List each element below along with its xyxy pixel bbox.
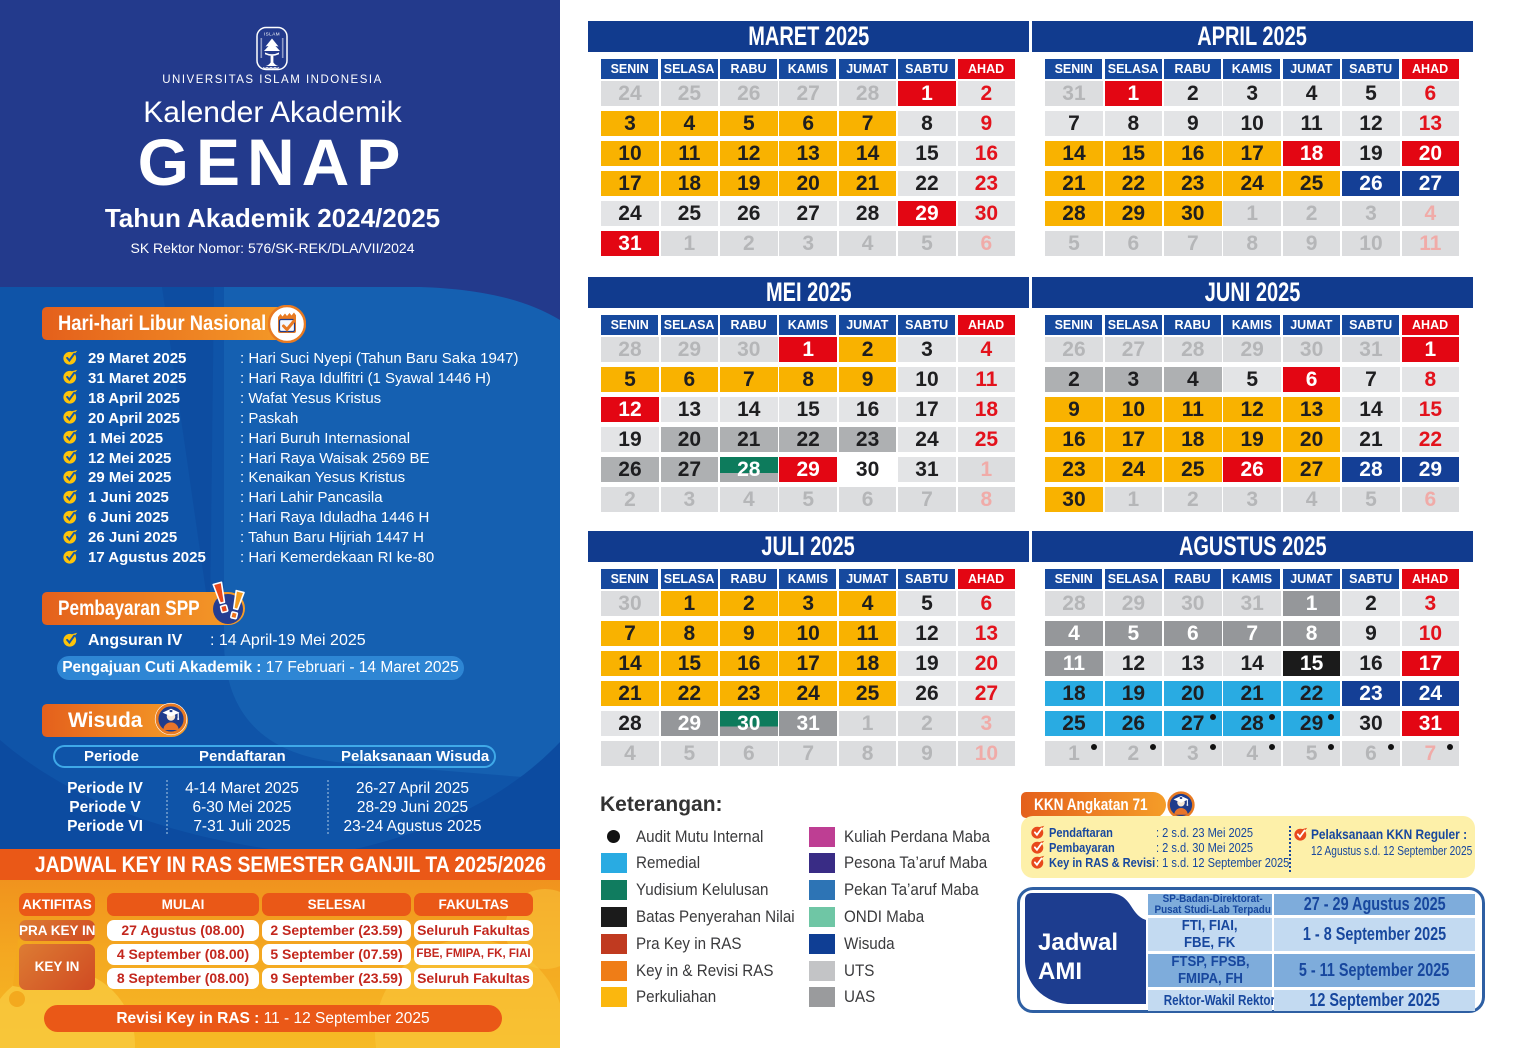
svg-text:ISLAM: ISLAM: [264, 32, 280, 37]
